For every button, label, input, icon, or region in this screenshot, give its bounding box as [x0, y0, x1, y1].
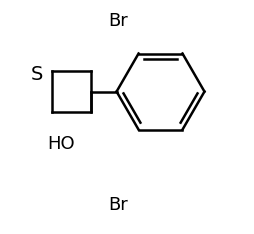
Text: S: S [31, 65, 43, 84]
Text: Br: Br [108, 196, 128, 214]
Text: HO: HO [47, 135, 75, 153]
Text: Br: Br [108, 12, 128, 30]
